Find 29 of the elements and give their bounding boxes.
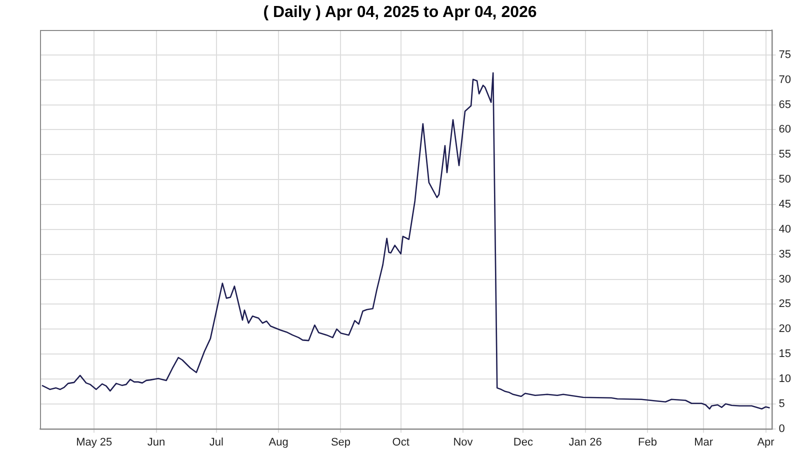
x-tick-label: Jan 26: [568, 436, 602, 448]
y-tick-label: 10: [778, 372, 792, 385]
x-tick-label: Apr: [757, 436, 775, 448]
y-tick-label: 30: [778, 273, 792, 286]
x-tick-label: Jul: [209, 436, 224, 448]
y-tick-label: 65: [778, 98, 792, 111]
x-tick-label: May 25: [76, 436, 112, 448]
chart-title: ( Daily ) Apr 04, 2025 to Apr 04, 2026: [262, 4, 538, 22]
y-tick-label: 20: [778, 323, 792, 336]
x-tick-label: Nov: [453, 436, 474, 448]
x-tick-label: Feb: [638, 436, 657, 448]
y-tick-label: 55: [778, 148, 792, 161]
y-tick-label: 70: [778, 74, 792, 86]
x-tick-label: Sep: [330, 436, 351, 448]
x-tick-label: Oct: [392, 436, 410, 448]
y-tick-label: 0: [778, 422, 785, 435]
y-tick-label: 25: [778, 298, 792, 310]
x-tick-label: Aug: [268, 436, 288, 448]
x-tick-label: Mar: [694, 436, 714, 448]
y-tick-label: 60: [778, 124, 792, 136]
y-tick-label: 75: [778, 48, 792, 61]
y-tick-label: 40: [778, 223, 792, 236]
y-tick-label: 5: [778, 398, 785, 410]
y-tick-label: 15: [778, 348, 792, 360]
y-tick-label: 45: [778, 198, 792, 211]
y-tick-label: 35: [778, 248, 792, 260]
x-tick-label: Dec: [513, 436, 534, 448]
x-tick-label: Jun: [147, 436, 166, 448]
y-tick-label: 50: [778, 174, 792, 186]
